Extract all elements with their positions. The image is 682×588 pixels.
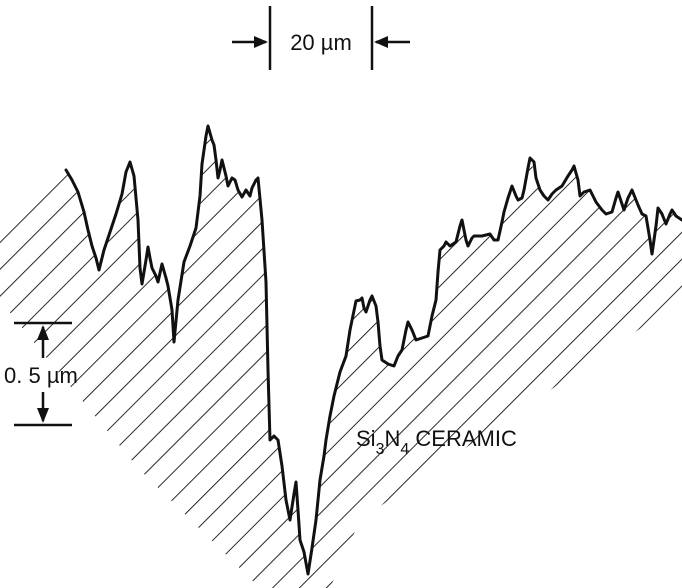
- vertical-scale-value: 0. 5: [4, 363, 41, 388]
- horizontal-scale-bar: 20 µm: [232, 6, 410, 70]
- horizontal-scale-label: 20 µm: [290, 30, 352, 55]
- material-subscript-3: 3: [376, 441, 385, 458]
- right-arrow-icon: [374, 36, 410, 48]
- material-name: CERAMIC: [415, 426, 517, 451]
- vertical-scale-bar: 0. 5 µm: [4, 321, 78, 427]
- material-subscript-4: 4: [400, 441, 409, 458]
- material-label: Si3N4 CERAMIC: [356, 426, 517, 458]
- vertical-scale-label: 0. 5 µm: [4, 363, 78, 388]
- left-arrow-icon: [232, 36, 268, 48]
- horizontal-scale-value: 20: [290, 30, 314, 55]
- surface-profile-trace: [64, 124, 682, 576]
- vertical-scale-unit: µm: [47, 363, 78, 388]
- up-arrow-icon: [37, 325, 49, 358]
- material-element-si: Si: [356, 426, 376, 451]
- material-element-n: N: [384, 426, 400, 451]
- down-arrow-icon: [37, 392, 49, 423]
- horizontal-scale-unit: µm: [321, 30, 352, 55]
